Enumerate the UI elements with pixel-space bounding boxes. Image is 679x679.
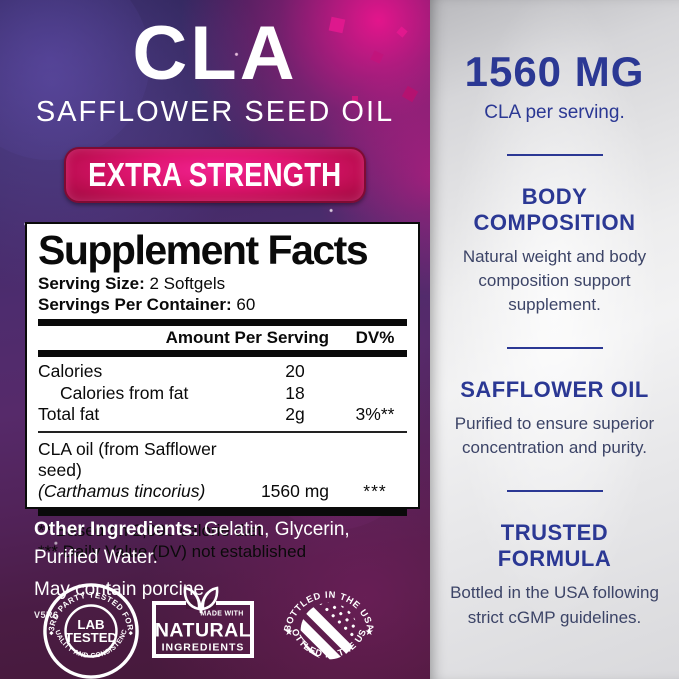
row-amount: 20 (285, 361, 305, 382)
benefit-text-safflower-oil: Purified to ensure superior concentratio… (454, 414, 655, 458)
dv-column-header: DV% (355, 328, 395, 348)
table-row: Total fat 2g 3%** (38, 404, 407, 425)
product-subtitle: SAFFLOWER SEED OIL (35, 96, 395, 128)
row-name: Calories from fat (60, 382, 189, 403)
servings-value: 60 (231, 294, 256, 314)
row-dv: 3%** (355, 404, 395, 425)
bottled-usa-badge-icon: BOTTLED IN THE USA BOTTLED IN THE USA ★ … (280, 582, 375, 660)
benefit-heading-safflower-oil: SAFFLOWER OIL (460, 377, 649, 403)
lab-center-line1: LAB (77, 617, 104, 632)
benefit-text-trusted-formula: Bottled in the USA following strict cGMP… (450, 583, 659, 627)
supplement-facts-title: Supplement Facts (38, 227, 369, 273)
version-code: V5R6 (34, 609, 59, 620)
other-ingredients-label: Other Ingredients: (34, 519, 199, 540)
other-ingredients-block: Other Ingredients: Gelatin, Glycerin, Pu… (34, 516, 404, 622)
benefits-panel: 1560 MG CLA per serving. BODY COMPOSITIO… (430, 0, 679, 679)
servings-label: Servings Per Container: (38, 294, 232, 314)
natural-line2: NATURAL (155, 620, 251, 642)
benefit-heading-trusted-formula: TRUSTED FORMULA (497, 520, 612, 572)
extra-strength-badge: EXTRA STRENGTH (64, 147, 366, 203)
certification-badges: 3RD PARTY TESTED FOR QUALITY AND CONSIST… (42, 582, 402, 679)
benefit-heading-body-composition: BODY COMPOSITION (473, 184, 636, 235)
amount-column-header: Amount Per Serving (165, 328, 329, 348)
star-icon: ★ (365, 627, 374, 638)
supplement-facts-panel: Supplement Facts Serving Size: 2 Softgel… (25, 222, 420, 561)
ingredient-amount: 1560 mg (260, 481, 330, 502)
footnote-2: *** Daily Value (DV) not established (38, 542, 307, 562)
footnote-1: ** Based on 2,000 calorie diet (38, 520, 262, 540)
row-dv (343, 361, 407, 382)
divider-bar (38, 319, 407, 327)
other-ingredients-line: Other Ingredients: Gelatin, Glycerin, Pu… (34, 516, 404, 571)
servings-per-container-line: Servings Per Container: 60 (38, 295, 407, 316)
label-front-panel: CLA SAFFLOWER SEED OIL EXTRA STRENGTH Su… (0, 0, 430, 679)
lab-center-line2: TESTED (65, 630, 117, 645)
section-divider (506, 347, 603, 350)
row-name: Total fat (38, 404, 100, 425)
leaf-icon (183, 586, 219, 614)
brand-block: CLA SAFFLOWER SEED OIL EXTRA STRENGTH (0, 0, 430, 203)
lab-tested-badge-icon: 3RD PARTY TESTED FOR QUALITY AND CONSIST… (42, 582, 139, 679)
other-ingredients-value: Gelatin, Glycerin, Purified Water. (34, 519, 350, 568)
row-amount: 2g (285, 404, 305, 425)
diamond-separator-icon: ◆ (49, 630, 53, 636)
section-divider (506, 490, 603, 493)
porcine-note: May contain porcine. (34, 579, 210, 601)
cla-ingredient-row: CLA oil (from Safflower seed) (Carthamus… (38, 439, 407, 503)
table-row: Calories 20 (38, 361, 407, 382)
serving-size-line: Serving Size: 2 Softgels (38, 274, 407, 295)
ingredient-name: CLA oil (from Safflower seed) (Carthamus… (38, 439, 247, 503)
product-title: CLA (132, 11, 298, 96)
star-icon: ★ (284, 627, 293, 638)
divider-line (38, 430, 407, 433)
ingredient-dv: *** (363, 481, 387, 502)
row-dv (343, 383, 407, 404)
natural-line3: INGREDIENTS (162, 642, 245, 654)
dosage-subtext: CLA per serving. (484, 102, 625, 123)
dosage-heading: 1560 MG (464, 48, 645, 95)
extra-strength-label: EXTRA STRENGTH (88, 156, 342, 193)
divider-bar (38, 508, 407, 516)
serving-size-label: Serving Size: (38, 274, 145, 293)
row-amount: 18 (285, 382, 305, 403)
diamond-separator-icon: ◆ (129, 630, 133, 636)
benefit-text-body-composition: Natural weight and body composition supp… (462, 246, 647, 315)
section-divider (506, 154, 603, 156)
table-row: Calories from fat 18 (38, 383, 407, 404)
natural-ingredients-badge-icon: MADE WITH NATURAL INGREDIENTS (152, 586, 254, 658)
divider-bar (38, 350, 407, 358)
ingredient-line2: (Carthamus tincorius) (38, 481, 206, 502)
natural-line1: MADE WITH (200, 611, 243, 618)
serving-size-value: 2 Softgels (144, 274, 226, 293)
row-name: Calories (38, 361, 103, 382)
facts-header-row: Amount Per Serving DV% (38, 326, 407, 349)
ingredient-line1: CLA oil (from Safflower seed) (38, 438, 217, 480)
